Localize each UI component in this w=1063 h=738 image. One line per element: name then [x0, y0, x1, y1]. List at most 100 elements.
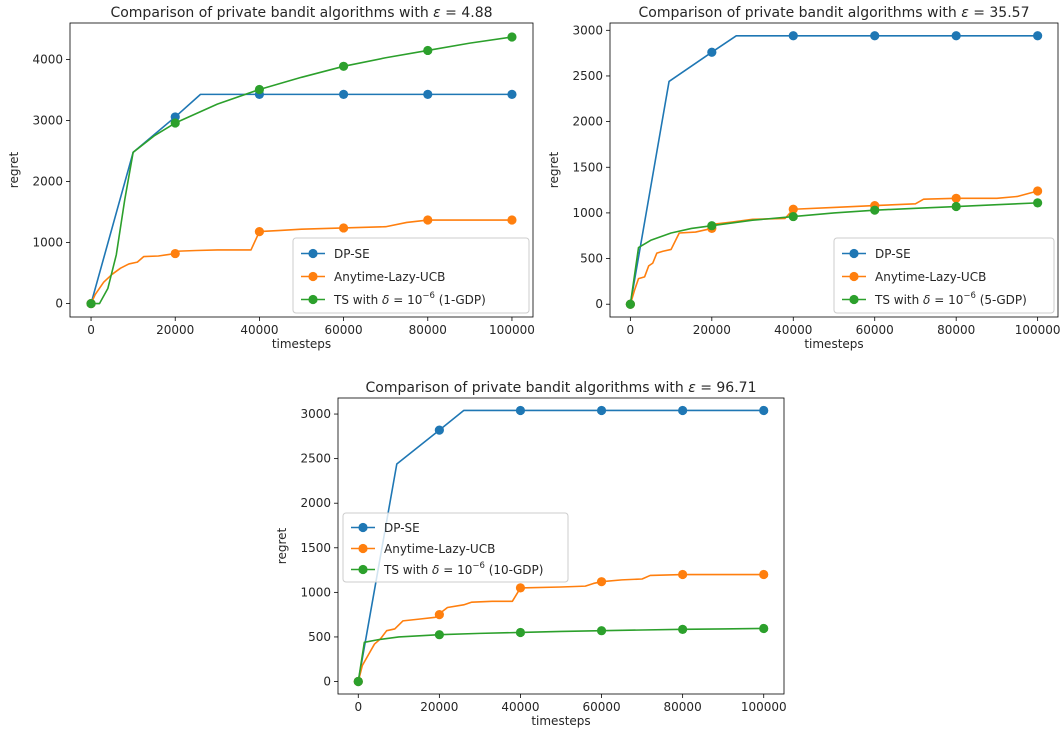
panel-epsilon-96-71: Comparison of private bandit algorithms …	[275, 380, 787, 728]
data-point-ts	[434, 630, 444, 640]
x-tick-label: 100000	[741, 700, 787, 714]
data-point-dpse	[423, 89, 433, 99]
chart-title-prefix: Comparison of private bandit algorithms …	[110, 5, 433, 21]
y-tick-label: 0	[595, 297, 603, 311]
legend-marker-ts	[308, 294, 318, 305]
chart-title-prefix: Comparison of private bandit algorithms …	[366, 380, 689, 396]
legend-label: Anytime-Lazy-UCB	[875, 270, 986, 284]
data-point-ts	[759, 623, 769, 634]
legend-label: DP-SE	[334, 247, 370, 261]
y-tick-label: 1500	[300, 541, 331, 555]
y-tick-label: 500	[580, 252, 603, 266]
data-point-lazyucb	[759, 569, 769, 580]
chart-title-epsilon: ε	[688, 380, 696, 396]
legend-label-equals: = 10	[389, 293, 422, 307]
data-point-dpse	[759, 405, 769, 416]
data-point-ts	[423, 45, 433, 56]
series-line-ts	[91, 36, 513, 305]
y-tick-label: 2000	[572, 115, 603, 129]
data-point-lazyucb	[170, 248, 180, 259]
legend-label-prefix: TS with	[383, 563, 432, 577]
data-point-lazyucb	[788, 204, 798, 214]
legend-marker-lazyucb	[308, 271, 318, 282]
legend-label-prefix: TS with	[333, 293, 382, 307]
data-point-lazyucb	[515, 583, 526, 593]
legend-marker-dpse	[358, 522, 368, 533]
legend: DP-SE Anytime-Lazy-UCB TS with δ = 10−6 (1…	[292, 237, 530, 314]
legend-marker-dpse	[308, 248, 318, 259]
legend-label: Anytime-Lazy-UCB	[384, 542, 495, 556]
data-point-dpse	[515, 405, 526, 416]
x-tick-label: 80000	[409, 323, 447, 337]
x-axis-label: timesteps	[272, 337, 331, 351]
data-point-ts	[951, 201, 961, 212]
y-tick-label: 3000	[32, 114, 63, 128]
chart-title-prefix: Comparison of private bandit algorithms …	[639, 5, 962, 21]
series-group	[86, 32, 517, 309]
data-point-lazyucb	[434, 610, 444, 620]
data-point-ts	[515, 627, 526, 638]
series-line-dpse	[357, 409, 764, 682]
data-point-lazyucb	[254, 227, 265, 237]
legend-marker-lazyucb	[358, 543, 368, 554]
data-point-ts	[507, 32, 517, 42]
series-group	[625, 31, 1043, 309]
y-tick-label: 2000	[32, 175, 63, 189]
series-line-ts	[357, 627, 764, 682]
y-tick-label: 0	[55, 297, 63, 311]
data-point-ts	[1033, 198, 1043, 208]
data-point-lazyucb	[1033, 186, 1043, 196]
x-tick-label: 20000	[156, 323, 194, 337]
x-tick-label: 60000	[582, 700, 620, 714]
plot-frame	[69, 22, 534, 318]
legend-label-delta: δ	[923, 293, 930, 307]
data-point-lazyucb	[596, 577, 607, 587]
chart-title-value: = 35.57	[969, 5, 1030, 21]
y-tick-label: 0	[323, 675, 331, 689]
x-tick-label: 20000	[420, 700, 458, 714]
legend-label-suffix: (10-GDP)	[485, 563, 544, 577]
data-point-dpse	[951, 31, 961, 41]
y-tick-label: 2000	[300, 496, 331, 510]
x-tick-label: 40000	[501, 700, 539, 714]
legend-label: DP-SE	[384, 521, 420, 535]
series-line-lazyucb	[90, 219, 512, 304]
data-point-dpse	[870, 31, 880, 41]
data-point-dpse	[788, 31, 798, 41]
y-tick-label: 1000	[572, 206, 603, 220]
chart-title-epsilon: ε	[433, 5, 441, 21]
legend-label: TS with δ = 10−6 (5-GDP)	[874, 291, 1027, 307]
legend-box	[342, 512, 569, 583]
x-axis-label: timesteps	[804, 337, 863, 351]
panel-epsilon-4-88: Comparison of private bandit algorithms …	[7, 5, 535, 351]
chart-title-epsilon: ε	[961, 5, 969, 21]
data-point-dpse	[507, 89, 517, 99]
legend-box	[833, 237, 1055, 314]
plot-frame	[337, 397, 785, 695]
legend-label: Anytime-Lazy-UCB	[334, 270, 445, 284]
x-tick-label: 80000	[937, 323, 975, 337]
chart-title-value: = 96.71	[696, 380, 757, 396]
chart-title: Comparison of private bandit algorithms …	[639, 5, 1030, 21]
data-point-ts	[86, 298, 96, 309]
x-tick-label: 100000	[489, 323, 535, 337]
data-point-ts	[254, 84, 265, 95]
series-group	[353, 405, 769, 687]
legend-label: TS with δ = 10−6 (1-GDP)	[333, 291, 486, 307]
x-tick-label: 100000	[1015, 323, 1061, 337]
legend-label-exponent: −6	[422, 291, 435, 301]
data-point-ts	[625, 299, 635, 309]
legend-label-prefix: TS with	[874, 293, 923, 307]
y-axis-label: regret	[275, 527, 289, 564]
data-point-lazyucb	[507, 215, 517, 225]
data-point-lazyucb	[951, 193, 961, 203]
legend-label-suffix: (5-GDP)	[976, 293, 1027, 307]
data-point-lazyucb	[423, 215, 433, 225]
y-axis-label: regret	[547, 151, 561, 188]
legend-marker-lazyucb	[849, 271, 859, 282]
data-point-ts	[788, 211, 798, 222]
panel-epsilon-35-57: Comparison of private bandit algorithms …	[547, 5, 1061, 351]
chart-title: Comparison of private bandit algorithms …	[366, 380, 757, 396]
y-tick-label: 4000	[32, 53, 63, 67]
